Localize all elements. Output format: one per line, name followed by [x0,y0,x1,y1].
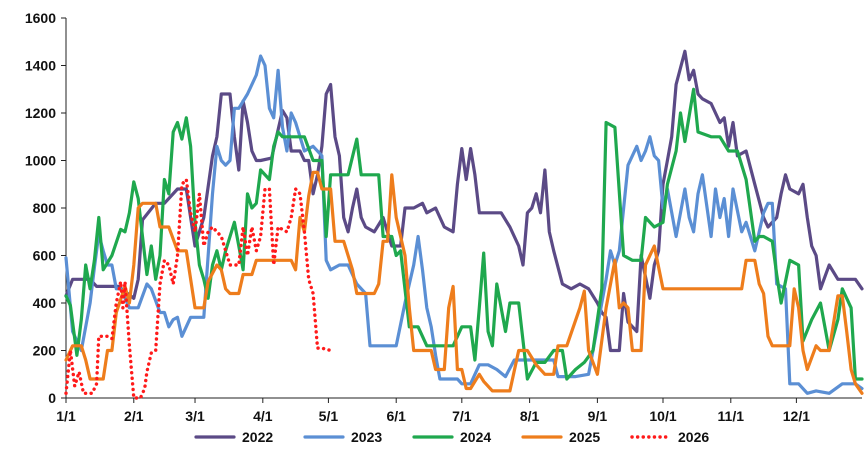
legend-label-2023: 2023 [351,429,382,445]
series-line-2025 [64,170,864,395]
x-tick-label: 2/1 [124,408,144,424]
legend-label-2026: 2026 [678,429,709,445]
x-tick-label: 10/1 [649,408,676,424]
x-tick-label: 11/1 [718,408,745,424]
series-layer [64,49,864,400]
series-line-2026 [64,177,333,400]
y-tick-label: 800 [33,200,57,216]
x-tick-label: 6/1 [386,408,406,424]
series-line-2023 [64,54,864,395]
x-tick-label: 1/1 [56,408,76,424]
y-tick-label: 0 [48,390,56,406]
legend-label-2022: 2022 [242,429,273,445]
y-tick-label: 600 [33,248,57,264]
y-tick-label: 1400 [25,58,56,74]
y-tick-label: 200 [33,343,57,359]
series-line-2024 [64,87,864,381]
y-tick-label: 1000 [25,153,56,169]
x-tick-label: 9/1 [588,408,608,424]
legend-label-2025: 2025 [569,429,600,445]
legend: 2022 2023 2024 2025 2026 [194,429,709,445]
x-tick-label: 12/1 [783,408,810,424]
x-tick-label: 8/1 [520,408,540,424]
axes: 0 200 400 600 800 1000 1200 1400 1600 1/1 2/1 3/1 4/… [25,10,862,424]
y-tick-label: 1600 [25,10,56,26]
y-tick-label: 1200 [25,105,56,121]
series-line-2022 [64,49,864,353]
x-tick-label: 4/1 [253,408,273,424]
x-tick-label: 7/1 [452,408,472,424]
x-tick-label: 3/1 [185,408,205,424]
y-tick-label: 400 [33,295,57,311]
x-tick-label: 5/1 [319,408,339,424]
legend-label-2024: 2024 [460,429,491,445]
